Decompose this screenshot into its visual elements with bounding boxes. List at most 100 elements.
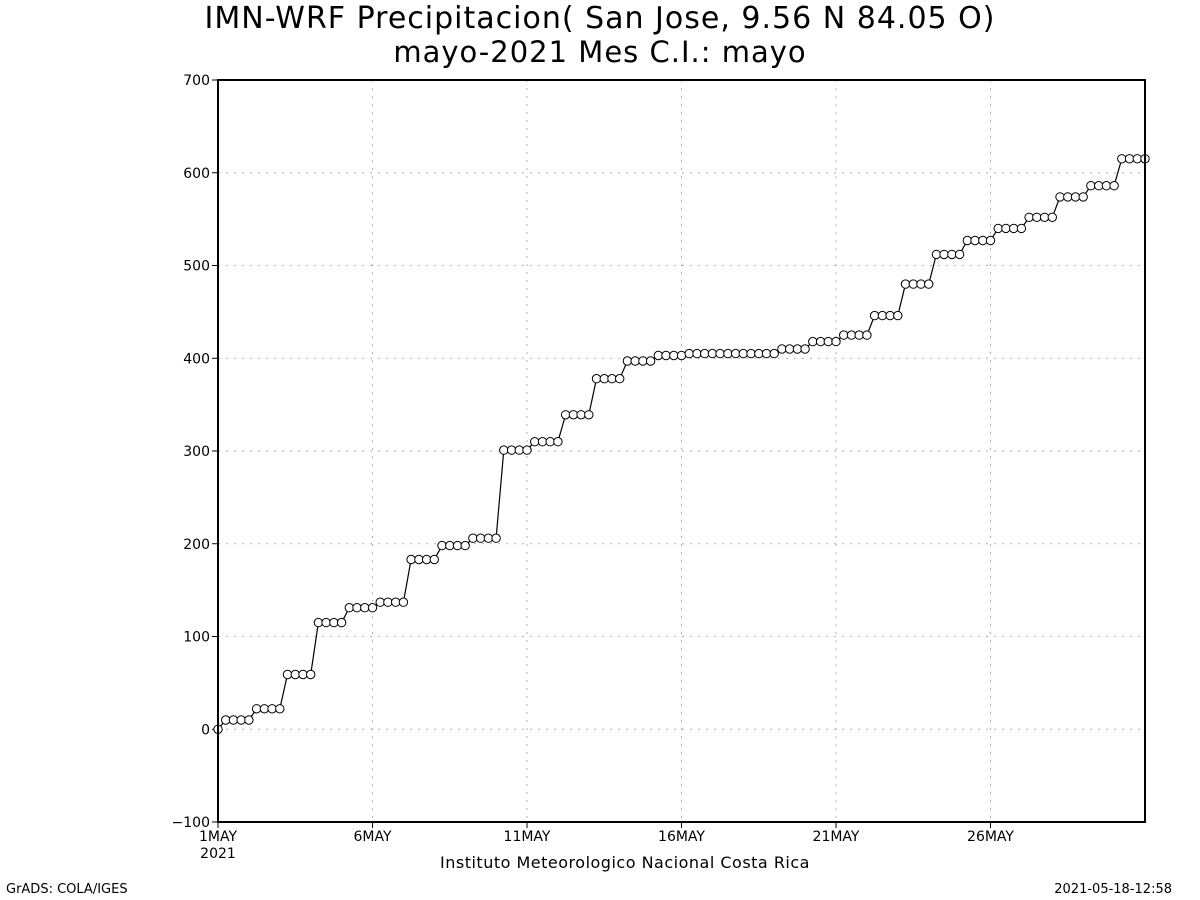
data-point bbox=[615, 374, 625, 384]
data-point bbox=[1039, 212, 1050, 223]
data-point bbox=[669, 350, 679, 361]
data-point bbox=[251, 704, 262, 714]
data-point bbox=[313, 617, 324, 628]
y-tick-label: 500 bbox=[183, 259, 210, 275]
data-point bbox=[367, 603, 378, 613]
data-point bbox=[429, 554, 439, 565]
data-point bbox=[939, 249, 949, 260]
y-tick-label: 300 bbox=[183, 444, 210, 460]
data-point bbox=[1055, 192, 1065, 202]
chart-subtitle: mayo-2021 Mes C.I.: mayo bbox=[393, 35, 807, 69]
data-point bbox=[993, 223, 1003, 234]
data-point bbox=[645, 356, 656, 366]
data-point bbox=[460, 540, 470, 551]
data-point bbox=[815, 336, 826, 347]
data-point bbox=[985, 235, 996, 246]
series-line bbox=[217, 158, 1145, 730]
data-point bbox=[267, 704, 277, 714]
data-point bbox=[854, 330, 864, 340]
data-point bbox=[954, 249, 965, 260]
data-point bbox=[483, 533, 494, 543]
y-tick-label: 200 bbox=[183, 537, 210, 553]
data-point bbox=[877, 310, 888, 321]
data-point bbox=[638, 356, 648, 366]
data-point bbox=[298, 669, 308, 680]
data-point bbox=[908, 279, 918, 289]
plot-frame bbox=[217, 79, 1146, 823]
data-point bbox=[244, 715, 254, 725]
data-point bbox=[1009, 223, 1019, 234]
data-point bbox=[1078, 192, 1088, 202]
generation-timestamp: 2021-05-18-12:58 bbox=[1054, 882, 1172, 897]
data-point bbox=[784, 344, 795, 354]
data-point bbox=[723, 348, 733, 359]
data-point bbox=[576, 410, 586, 420]
data-point bbox=[530, 437, 540, 447]
data-point bbox=[823, 336, 833, 347]
y-tick-label: 600 bbox=[183, 166, 210, 182]
data-point bbox=[754, 348, 764, 359]
data-point bbox=[1117, 154, 1127, 164]
data-point bbox=[259, 704, 270, 714]
data-point bbox=[591, 374, 602, 384]
data-point bbox=[1070, 192, 1081, 202]
data-point bbox=[746, 348, 756, 359]
y-tick-label: 100 bbox=[183, 630, 210, 646]
data-point bbox=[1094, 181, 1104, 191]
data-point bbox=[1101, 181, 1112, 191]
data-point bbox=[514, 445, 524, 455]
y-tick-label: 0 bbox=[201, 722, 210, 738]
data-point bbox=[383, 597, 393, 607]
data-point bbox=[221, 715, 231, 725]
chart-title: IMN-WRF Precipitacion( San Jose, 9.56 N … bbox=[204, 1, 996, 36]
x-tick-label: 21MAY bbox=[813, 829, 860, 845]
y-tick-label: 400 bbox=[183, 351, 210, 367]
data-point bbox=[437, 540, 447, 551]
data-point bbox=[228, 715, 239, 725]
y-tick-label: −100 bbox=[172, 815, 210, 831]
data-point bbox=[916, 279, 926, 289]
data-point bbox=[869, 310, 880, 321]
data-point bbox=[700, 348, 710, 359]
data-point bbox=[846, 330, 857, 340]
data-point bbox=[468, 533, 478, 543]
data-point bbox=[800, 344, 810, 354]
y-tick-label: 700 bbox=[183, 73, 210, 89]
data-point bbox=[862, 330, 872, 340]
data-point bbox=[391, 597, 401, 607]
data-point bbox=[607, 374, 617, 384]
data-point bbox=[900, 279, 911, 289]
data-point bbox=[445, 540, 455, 551]
data-point bbox=[931, 249, 942, 260]
data-point bbox=[893, 310, 903, 321]
data-point bbox=[1047, 212, 1058, 223]
data-point bbox=[329, 617, 339, 628]
data-point bbox=[360, 603, 370, 613]
credit-label: Instituto Meteorologico Nacional Costa R… bbox=[440, 853, 810, 872]
data-point bbox=[321, 617, 331, 628]
data-point bbox=[761, 348, 772, 359]
data-point bbox=[839, 330, 849, 340]
data-point bbox=[1024, 212, 1034, 223]
data-point bbox=[506, 445, 517, 455]
data-point bbox=[282, 669, 293, 680]
x-tick-sublabel: 2021 bbox=[200, 846, 236, 862]
data-point bbox=[831, 336, 841, 347]
data-point bbox=[1086, 181, 1096, 191]
data-point bbox=[777, 344, 787, 354]
software-credit: GrADS: COLA/IGES bbox=[6, 882, 128, 897]
data-point bbox=[715, 348, 725, 359]
data-point bbox=[924, 279, 934, 289]
data-point bbox=[1063, 192, 1073, 202]
precipitation-series bbox=[213, 154, 1150, 734]
data-point bbox=[491, 533, 501, 543]
data-point bbox=[1132, 154, 1143, 164]
data-point bbox=[630, 356, 640, 366]
data-point bbox=[1124, 154, 1135, 164]
data-point bbox=[375, 597, 385, 607]
data-point bbox=[1001, 223, 1011, 234]
data-point bbox=[978, 235, 988, 246]
data-point bbox=[275, 704, 285, 714]
data-point bbox=[769, 348, 779, 359]
data-point bbox=[421, 554, 432, 565]
